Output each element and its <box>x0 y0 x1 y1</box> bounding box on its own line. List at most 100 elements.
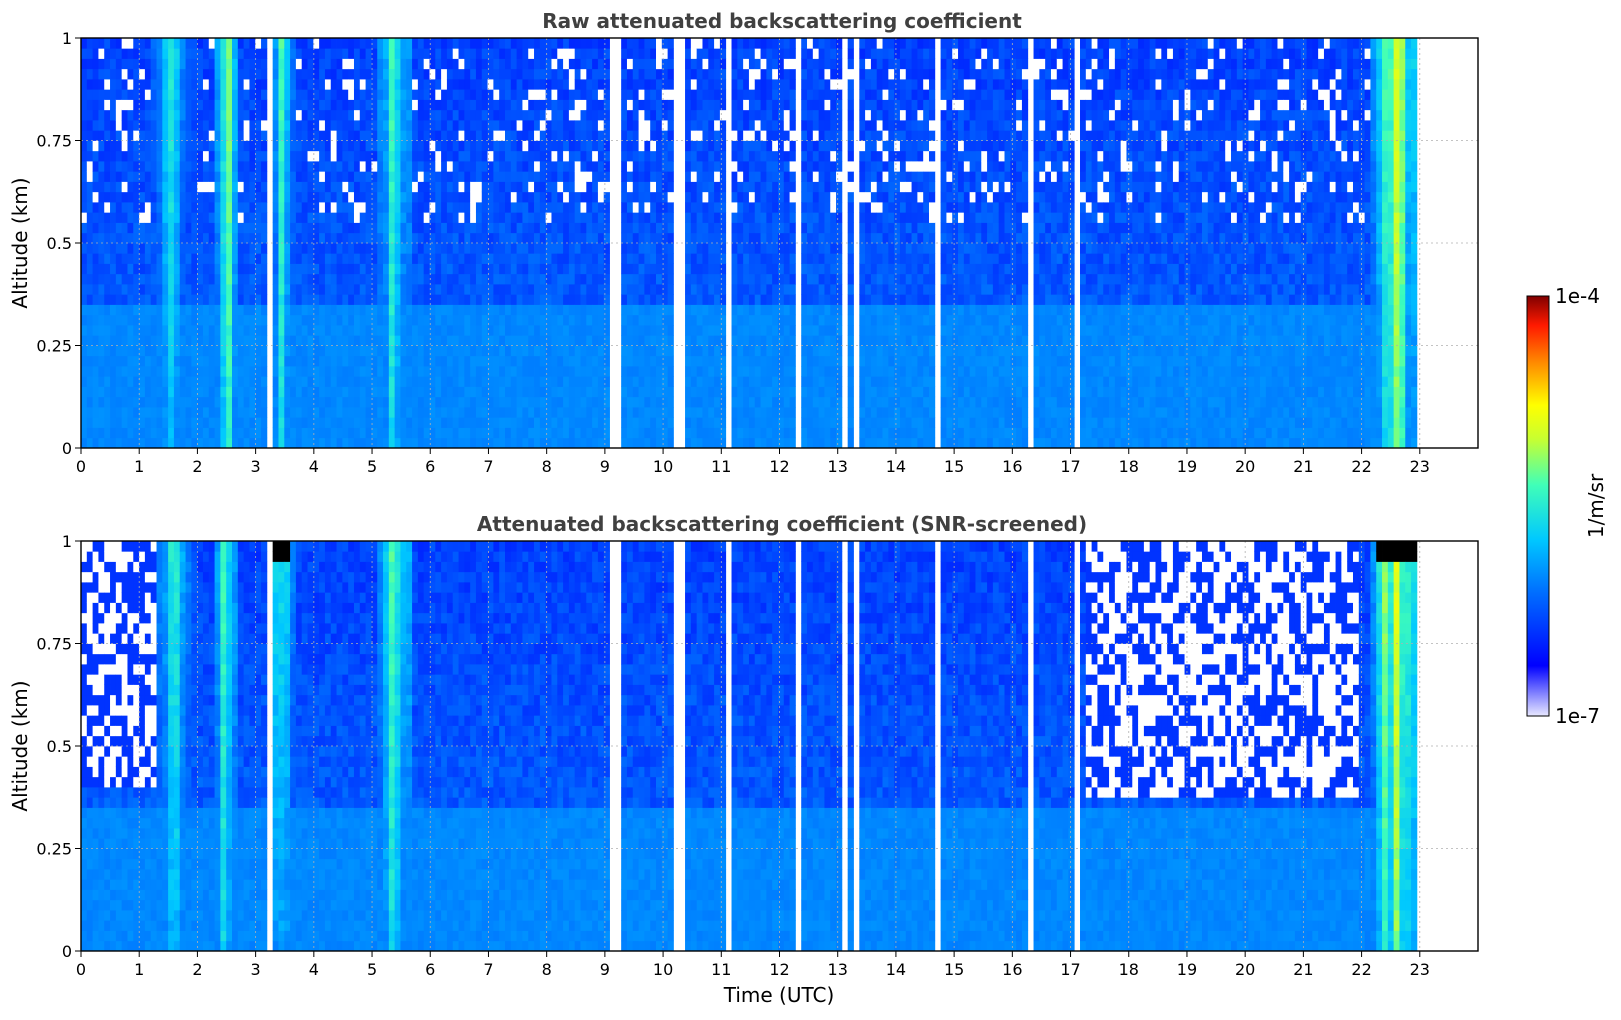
heatmap-cell <box>569 407 575 418</box>
heatmap-cell <box>389 161 395 172</box>
heatmap-cell <box>366 79 372 90</box>
heatmap-cell <box>273 182 279 193</box>
heatmap-cell <box>139 59 145 70</box>
heatmap-cell <box>145 171 151 182</box>
heatmap-cell <box>575 315 581 326</box>
heatmap-cell <box>714 294 720 305</box>
heatmap-cell <box>575 264 581 275</box>
heatmap-cell <box>790 294 796 305</box>
heatmap-cell <box>215 69 221 80</box>
heatmap-cell <box>383 294 389 305</box>
heatmap-cell <box>191 69 197 80</box>
heatmap-cell <box>93 151 99 162</box>
heatmap-cell <box>836 192 842 203</box>
heatmap-cell <box>87 161 93 172</box>
heatmap-cell <box>238 335 244 346</box>
heatmap-cell <box>104 79 110 90</box>
heatmap-cell <box>778 161 784 172</box>
heatmap-cell <box>162 417 168 428</box>
heatmap-cell <box>162 407 168 418</box>
heatmap-cell <box>418 130 424 141</box>
heatmap-cell <box>453 161 459 172</box>
heatmap-cell <box>511 397 517 408</box>
heatmap-cell <box>732 407 738 418</box>
heatmap-cell <box>244 335 250 346</box>
heatmap-cell <box>278 274 284 285</box>
heatmap-cell <box>482 407 488 418</box>
heatmap-cell <box>743 38 749 49</box>
heatmap-cell <box>720 387 726 398</box>
heatmap-cell <box>470 130 476 141</box>
heatmap-cell <box>801 182 807 193</box>
heatmap-cell <box>122 376 128 387</box>
heatmap-cell <box>819 48 825 59</box>
heatmap-cell <box>737 69 743 80</box>
heatmap-cell <box>110 48 116 59</box>
heatmap-cell <box>180 69 186 80</box>
heatmap-cell <box>157 243 163 254</box>
heatmap-cell <box>383 110 389 121</box>
heatmap-cell <box>186 407 192 418</box>
heatmap-cell <box>87 264 93 275</box>
heatmap-cell <box>337 89 343 100</box>
heatmap-cell <box>639 366 645 377</box>
heatmap-cell <box>848 335 854 346</box>
heatmap-cell <box>528 417 534 428</box>
heatmap-cell <box>395 264 401 275</box>
heatmap-cell <box>238 417 244 428</box>
heatmap-cell <box>801 89 807 100</box>
heatmap-cell <box>435 161 441 172</box>
heatmap-cell <box>447 356 453 367</box>
heatmap-cell <box>122 59 128 70</box>
heatmap-cell <box>691 243 697 254</box>
heatmap-cell <box>412 110 418 121</box>
heatmap-cell <box>813 315 819 326</box>
heatmap-cell <box>499 294 505 305</box>
heatmap-cell <box>830 315 836 326</box>
heatmap-cell <box>383 305 389 316</box>
heatmap-cell <box>505 305 511 316</box>
heatmap-cell <box>807 407 813 418</box>
heatmap-cell <box>453 428 459 439</box>
heatmap-cell <box>633 438 639 449</box>
heatmap-cell <box>157 366 163 377</box>
heatmap-cell <box>761 151 767 162</box>
heatmap-cell <box>145 294 151 305</box>
heatmap-cell <box>551 161 557 172</box>
heatmap-cell <box>476 120 482 131</box>
heatmap-cell <box>313 305 319 316</box>
heatmap-cell <box>743 171 749 182</box>
heatmap-cell <box>377 376 383 387</box>
heatmap-cell <box>517 202 523 213</box>
heatmap-cell <box>778 417 784 428</box>
heatmap-cell <box>406 59 412 70</box>
heatmap-cell <box>377 253 383 264</box>
heatmap-cell <box>244 182 250 193</box>
heatmap-cell <box>540 325 546 336</box>
heatmap-cell <box>644 182 650 193</box>
heatmap-cell <box>412 100 418 111</box>
heatmap-cell <box>476 212 482 223</box>
heatmap-cell <box>157 192 163 203</box>
heatmap-cell <box>151 192 157 203</box>
heatmap-cell <box>162 48 168 59</box>
heatmap-cell <box>435 120 441 131</box>
heatmap-cell <box>702 223 708 234</box>
heatmap-cell <box>168 294 174 305</box>
heatmap-cell <box>255 100 261 111</box>
heatmap-cell <box>801 130 807 141</box>
heatmap-cell <box>749 264 755 275</box>
heatmap-cell <box>151 397 157 408</box>
heatmap-cell <box>650 366 656 377</box>
heatmap-cell <box>389 387 395 398</box>
heatmap-cell <box>633 38 639 49</box>
heatmap-cell <box>337 315 343 326</box>
heatmap-cell <box>400 325 406 336</box>
heatmap-cell <box>790 346 796 357</box>
heatmap-cell <box>644 130 650 141</box>
heatmap-cell <box>581 356 587 367</box>
heatmap-cell <box>586 346 592 357</box>
heatmap-cell <box>354 376 360 387</box>
heatmap-cell <box>261 212 267 223</box>
heatmap-cell <box>453 38 459 49</box>
